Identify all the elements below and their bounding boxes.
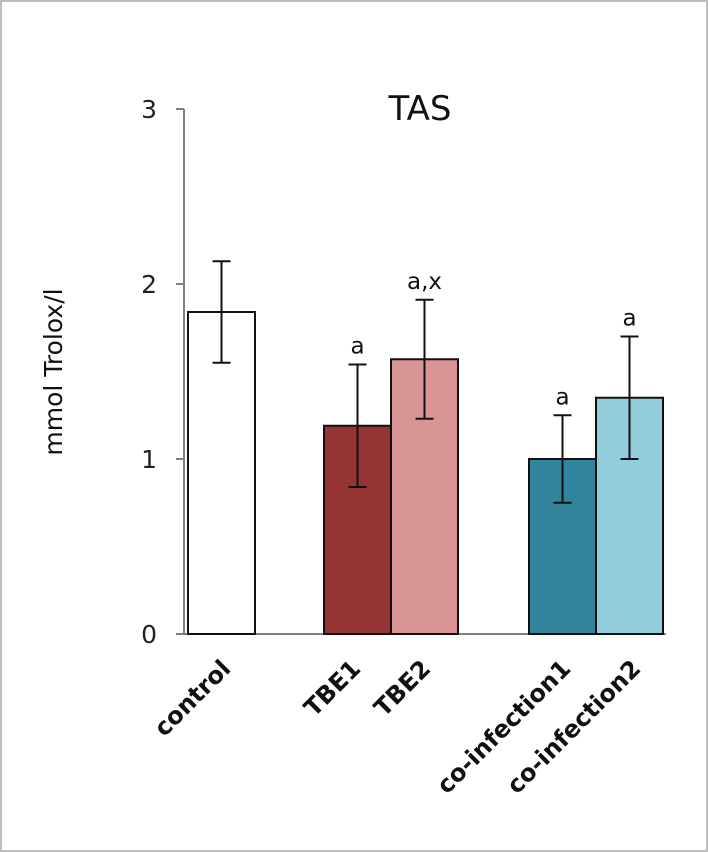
- significance-label: a: [555, 384, 569, 410]
- y-tick-label: 0: [141, 620, 157, 649]
- plot-area: 0123controlaTBE1a,xTBE2aco-infection1aco…: [141, 95, 666, 799]
- significance-label: a: [622, 306, 636, 332]
- y-tick-label: 3: [141, 95, 157, 124]
- bar-control[interactable]: [187, 311, 256, 635]
- x-tick-label-control: control: [149, 654, 237, 742]
- y-axis-label: mmol Trolox/l: [39, 288, 68, 455]
- x-tick-label-TBE1: TBE1: [299, 654, 367, 722]
- y-tick-label: 2: [141, 270, 157, 299]
- significance-label: a: [350, 334, 364, 360]
- y-tick-label: 1: [141, 445, 157, 474]
- x-tick-label-TBE2: TBE2: [369, 654, 437, 722]
- chart-title: TAS: [388, 89, 452, 129]
- significance-label: a,x: [407, 269, 442, 295]
